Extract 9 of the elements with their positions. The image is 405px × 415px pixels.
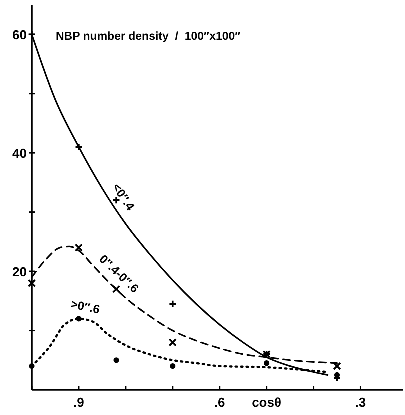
y-tick-label: 20: [12, 264, 27, 280]
x-tick-label: .9: [74, 395, 84, 410]
y-tick-label: 60: [12, 28, 27, 43]
text: NBP number density / 100″x100″: [56, 31, 242, 43]
x-tick-label: .6: [214, 395, 226, 410]
text: >0″.6: [70, 297, 102, 317]
y-tick-label: 40: [12, 146, 27, 162]
x-tick-label: .3: [355, 395, 366, 410]
x-axis-title: cosθ: [252, 395, 282, 410]
